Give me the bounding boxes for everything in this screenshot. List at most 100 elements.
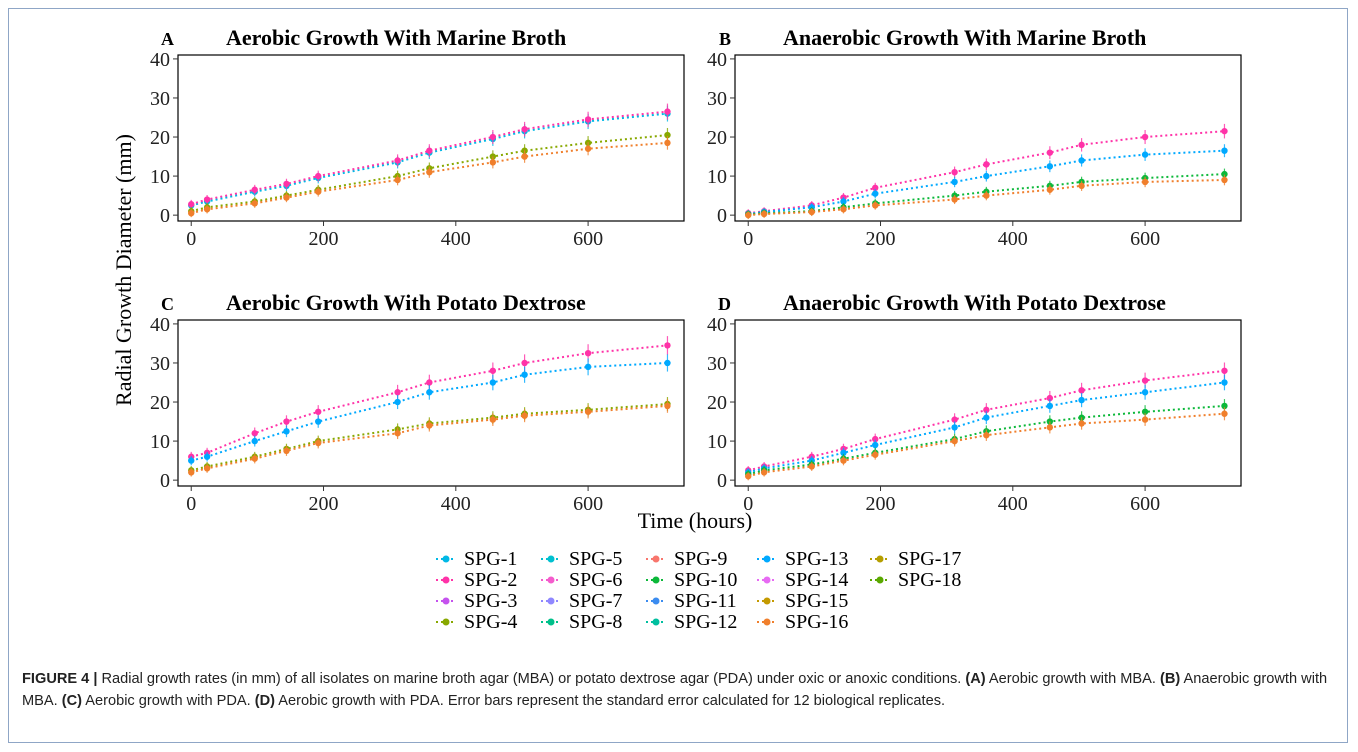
legend-item-spg-2: SPG-2 bbox=[436, 569, 517, 591]
data-point bbox=[521, 360, 527, 366]
data-point bbox=[745, 473, 751, 479]
data-point bbox=[664, 108, 670, 114]
data-point bbox=[1078, 157, 1084, 163]
y-tick-label: 0 bbox=[717, 470, 727, 492]
data-point bbox=[394, 430, 400, 436]
legend-item-spg-16: SPG-16 bbox=[757, 611, 848, 633]
legend-swatch-point bbox=[548, 556, 555, 563]
data-point bbox=[426, 147, 432, 153]
series-spg-1 bbox=[188, 106, 671, 210]
data-point bbox=[951, 169, 957, 175]
data-point bbox=[426, 422, 432, 428]
data-point bbox=[283, 181, 289, 187]
series-spg-13 bbox=[745, 144, 1228, 218]
caption-text-a: Aerobic growth with MBA. bbox=[986, 671, 1160, 687]
y-tick-label: 10 bbox=[707, 431, 727, 453]
data-point bbox=[1078, 183, 1084, 189]
legend-label: SPG-13 bbox=[785, 548, 848, 570]
data-point bbox=[1142, 377, 1148, 383]
legend-label: SPG-8 bbox=[569, 611, 622, 633]
legend-label: SPG-3 bbox=[464, 590, 517, 612]
x-tick-label: 200 bbox=[309, 493, 339, 515]
y-tick-label: 20 bbox=[150, 392, 170, 414]
legend-item-spg-4: SPG-4 bbox=[436, 611, 517, 633]
legend-swatch-point bbox=[653, 619, 660, 626]
x-tick-label: 0 bbox=[186, 228, 196, 250]
y-tick-label: 20 bbox=[150, 127, 170, 149]
legend-label: SPG-16 bbox=[785, 611, 848, 633]
data-point bbox=[1221, 379, 1227, 385]
x-tick-label: 200 bbox=[309, 228, 339, 250]
y-tick-label: 10 bbox=[150, 166, 170, 188]
trend-line bbox=[191, 406, 667, 472]
legend-swatch-point bbox=[548, 598, 555, 605]
data-point bbox=[490, 368, 496, 374]
caption-ref-c: (C) bbox=[62, 693, 82, 709]
data-point bbox=[1142, 179, 1148, 185]
data-point bbox=[585, 409, 591, 415]
legend-label: SPG-1 bbox=[464, 548, 517, 570]
legend-label: SPG-2 bbox=[464, 569, 517, 591]
y-tick-label: 0 bbox=[160, 205, 170, 227]
panel-title: Anaerobic Growth With Marine Broth bbox=[783, 25, 1146, 50]
data-point bbox=[1221, 147, 1227, 153]
data-point bbox=[951, 424, 957, 430]
legend-item-spg-13: SPG-13 bbox=[757, 548, 848, 570]
x-tick-label: 0 bbox=[186, 493, 196, 515]
panel-title: Aerobic Growth With Marine Broth bbox=[226, 25, 566, 50]
data-point bbox=[951, 196, 957, 202]
legend-label: SPG-14 bbox=[785, 569, 848, 591]
panel-letter: A bbox=[161, 29, 174, 49]
data-point bbox=[664, 140, 670, 146]
data-point bbox=[315, 409, 321, 415]
caption-ref-b: (B) bbox=[1160, 671, 1180, 687]
data-point bbox=[188, 457, 194, 463]
x-tick-label: 600 bbox=[573, 493, 603, 515]
panels: A Aerobic Growth With Marine Broth 0 10 20 30… bbox=[150, 25, 1241, 515]
caption-ref-d: (D) bbox=[255, 693, 275, 709]
data-point bbox=[872, 190, 878, 196]
legend-swatch-point bbox=[443, 556, 450, 563]
data-point bbox=[664, 342, 670, 348]
x-tick-label: 0 bbox=[743, 228, 753, 250]
legend-swatch-point bbox=[443, 619, 450, 626]
figure-label: FIGURE 4 | bbox=[22, 671, 97, 687]
data-point bbox=[252, 430, 258, 436]
data-point bbox=[809, 463, 815, 469]
data-point bbox=[315, 418, 321, 424]
series-spg-4 bbox=[188, 397, 671, 475]
legend-label: SPG-12 bbox=[674, 611, 737, 633]
legend-swatch-point bbox=[764, 619, 771, 626]
legend-item-spg-7: SPG-7 bbox=[541, 590, 622, 612]
data-point bbox=[283, 428, 289, 434]
legend-swatch-point bbox=[764, 577, 771, 584]
data-point bbox=[1221, 128, 1227, 134]
figure-caption: FIGURE 4 | Radial growth rates (in mm) o… bbox=[22, 668, 1342, 712]
legend-label: SPG-10 bbox=[674, 569, 737, 591]
data-point bbox=[1047, 187, 1053, 193]
legend-swatch-point bbox=[653, 556, 660, 563]
series-spg-16 bbox=[188, 399, 671, 476]
y-tick-label: 40 bbox=[707, 314, 727, 336]
x-tick-label: 600 bbox=[1130, 493, 1160, 515]
data-point bbox=[983, 161, 989, 167]
data-point bbox=[252, 187, 258, 193]
legend-swatch-point bbox=[764, 556, 771, 563]
data-point bbox=[745, 212, 751, 218]
panel-b: B Anaerobic Growth With Marine Broth01020… bbox=[707, 25, 1241, 250]
y-tick-label: 0 bbox=[160, 470, 170, 492]
data-point bbox=[664, 360, 670, 366]
series-spg-13 bbox=[188, 354, 671, 465]
x-tick-label: 600 bbox=[1130, 228, 1160, 250]
data-point bbox=[872, 452, 878, 458]
x-tick-label: 600 bbox=[573, 228, 603, 250]
data-point bbox=[252, 438, 258, 444]
data-point bbox=[1142, 416, 1148, 422]
plot-frame bbox=[178, 55, 684, 221]
y-tick-label: 30 bbox=[707, 353, 727, 375]
data-point bbox=[1142, 134, 1148, 140]
data-point bbox=[394, 157, 400, 163]
data-point bbox=[283, 448, 289, 454]
